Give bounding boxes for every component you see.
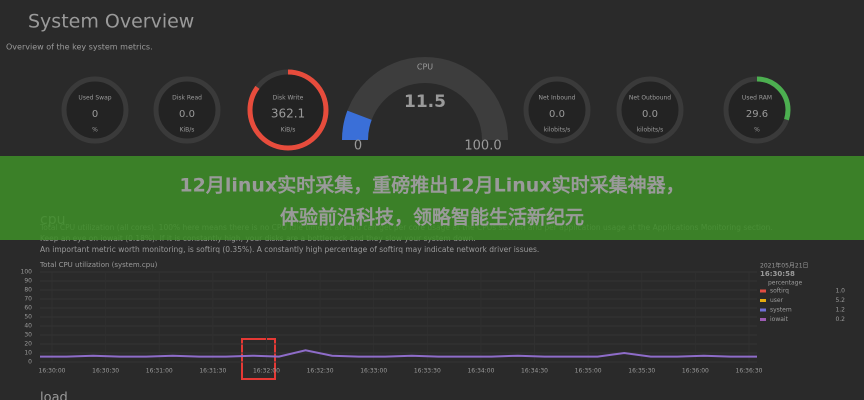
x-tick-label: 16:33:30 xyxy=(414,368,441,375)
cpu-gauge-value: 11.5 xyxy=(404,92,446,112)
y-tick-label: 30 xyxy=(24,332,32,339)
y-tick-label: 100 xyxy=(21,269,33,276)
x-tick-label: 16:33:00 xyxy=(360,368,387,375)
legend-swatch xyxy=(760,289,766,293)
y-tick-label: 0 xyxy=(28,359,32,366)
x-tick-label: 16:36:00 xyxy=(682,368,709,375)
legend-unit: percentage xyxy=(768,280,802,287)
x-tick-label: 16:36:30 xyxy=(736,368,763,375)
legend-time: 16:30:58 xyxy=(760,270,795,278)
y-tick-label: 90 xyxy=(24,278,32,285)
gauge-ring xyxy=(153,76,221,144)
x-tick-label: 16:32:00 xyxy=(253,368,280,375)
legend-date: 2021年05月21日 xyxy=(760,262,809,270)
gauge-unit: % xyxy=(754,127,760,134)
x-tick-label: 16:31:00 xyxy=(146,368,173,375)
highlight-box xyxy=(241,338,276,380)
y-tick-label: 40 xyxy=(24,323,32,330)
banner xyxy=(0,156,864,240)
gauge-value: 0.0 xyxy=(549,109,565,120)
gauge-value: 0.0 xyxy=(642,109,658,120)
cpu-gauge-track xyxy=(342,57,508,141)
gauge-label: Net Outbound xyxy=(629,95,671,102)
gauge-label: Used RAM xyxy=(742,95,772,102)
x-tick-label: 16:35:00 xyxy=(575,368,602,375)
y-tick-label: 50 xyxy=(24,314,32,321)
gauge-label: Net Inbound xyxy=(539,95,576,102)
legend-value: 1.0 xyxy=(835,288,845,295)
x-tick-label: 16:31:30 xyxy=(199,368,226,375)
banner-line: 体验前沿科技，领略智能生活新纪元 xyxy=(280,206,584,229)
x-tick-label: 16:30:00 xyxy=(39,368,66,375)
next-section-title: load xyxy=(40,391,68,400)
legend-name: user xyxy=(770,297,784,304)
gauge-value: 0.0 xyxy=(179,109,195,120)
cpu-gauge-arc xyxy=(342,110,372,141)
gauge-unit: kilobits/s xyxy=(544,127,571,134)
y-tick-label: 70 xyxy=(24,296,32,303)
gauge-unit: % xyxy=(92,127,98,134)
gauge-label: Used Swap xyxy=(78,95,111,102)
gauge-value: 29.6 xyxy=(746,109,768,120)
gauge-label: Disk Read xyxy=(172,95,202,102)
gauge-arc xyxy=(247,69,329,151)
gauge-value: 0 xyxy=(92,109,98,120)
section-note: An important metric worth monitoring, is… xyxy=(40,245,539,254)
x-tick-label: 16:32:30 xyxy=(307,368,334,375)
page-title: System Overview xyxy=(28,11,194,33)
cpu-gauge-label: CPU xyxy=(417,63,433,72)
y-tick-label: 20 xyxy=(24,341,32,348)
cpu-gauge-min: 0 xyxy=(354,139,362,154)
gauge-ring xyxy=(523,76,591,144)
legend-name: iowait xyxy=(770,316,789,323)
y-tick-label: 60 xyxy=(24,305,32,312)
banner-line: 12月linux实时采集，重磅推出12月Linux实时采集神器， xyxy=(179,174,684,197)
gauge-arc xyxy=(723,76,791,144)
gauge-label: Disk Write xyxy=(273,95,304,102)
gauge-unit: KiB/s xyxy=(180,127,195,134)
x-tick-label: 16:30:30 xyxy=(92,368,119,375)
gauge-unit: kilobits/s xyxy=(637,127,664,134)
legend-name: softirq xyxy=(770,288,789,295)
x-tick-label: 16:35:30 xyxy=(628,368,655,375)
x-tick-label: 16:34:30 xyxy=(521,368,548,375)
legend-value: 0.2 xyxy=(835,316,845,323)
legend-value: 5.2 xyxy=(835,297,845,304)
legend-swatch xyxy=(760,299,766,302)
y-tick-label: 80 xyxy=(24,287,32,294)
gauge-ring xyxy=(616,76,684,144)
legend-swatch xyxy=(760,308,766,312)
page-subtitle: Overview of the key system metrics. xyxy=(6,43,153,52)
cpu-line xyxy=(40,349,757,358)
legend-name: system xyxy=(770,307,792,314)
gauge-ring xyxy=(61,76,129,144)
x-tick-label: 16:34:00 xyxy=(467,368,494,375)
gauge-value: 362.1 xyxy=(271,107,305,121)
cpu-gauge-max: 100.0 xyxy=(464,139,501,154)
legend-swatch xyxy=(760,318,766,321)
y-tick-label: 10 xyxy=(24,350,32,357)
chart-title: Total CPU utilization (system.cpu) xyxy=(39,261,158,269)
gauge-unit: KiB/s xyxy=(281,127,296,134)
legend-value: 1.2 xyxy=(835,307,845,314)
